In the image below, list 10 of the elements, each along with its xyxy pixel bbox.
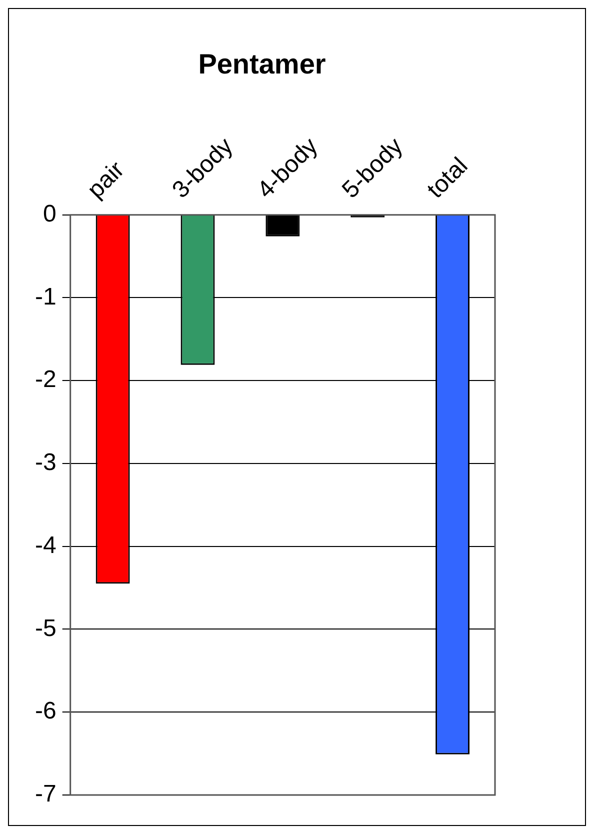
y-tick-label: -1 (34, 283, 56, 310)
y-tick-label: -7 (34, 780, 56, 808)
y-tick-label: -5 (34, 614, 56, 642)
y-tick-label: -3 (34, 449, 56, 476)
y-tick-label: -4 (34, 532, 56, 559)
x-tick-label: pair (82, 156, 130, 204)
y-tick-label: -6 (34, 698, 56, 725)
y-tick-label: 0 (42, 200, 56, 228)
chart-title: Pentamer (198, 48, 326, 80)
y-tick-label: -2 (34, 366, 56, 394)
